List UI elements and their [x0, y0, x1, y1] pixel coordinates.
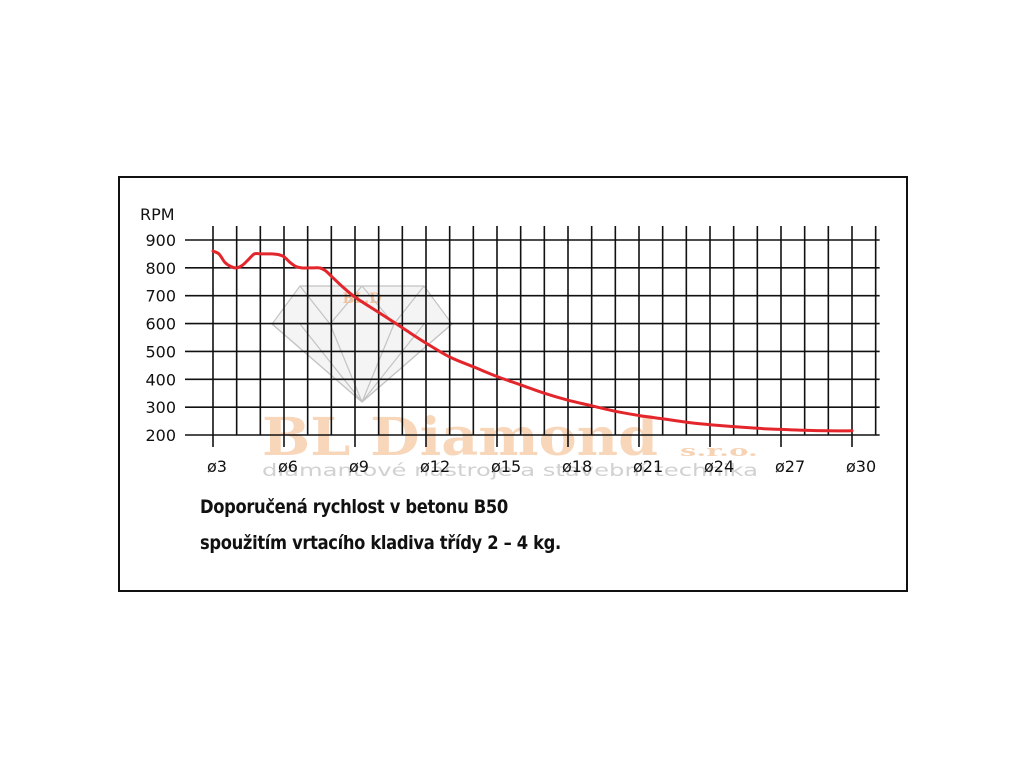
rpm-curve [211, 249, 854, 433]
x-tick-label: ø9 [349, 457, 369, 476]
y-axis-label: RPM [140, 205, 175, 224]
x-tick-label: ø27 [775, 457, 805, 476]
chart-series [211, 249, 854, 433]
y-tick-label: 500 [145, 342, 176, 361]
x-tick-label: ø15 [491, 457, 521, 476]
x-tick-label: ø12 [420, 457, 450, 476]
y-tick-label: 900 [145, 231, 176, 250]
x-tick-label: ø18 [562, 457, 592, 476]
y-tick-label: 300 [145, 398, 176, 417]
caption-line-2: spoužitím vrtacího kladiva třídy 2 – 4 k… [200, 532, 561, 554]
y-tick-label: 200 [145, 426, 176, 445]
diamond-logo-icon [271, 285, 453, 403]
watermark: BL.D BL Diamond s.r.o. diamantové nástro… [262, 285, 758, 481]
x-tick-label: ø3 [207, 457, 227, 476]
x-tick-label: ø6 [278, 457, 298, 476]
watermark-brand: BL Diamond [262, 407, 658, 468]
y-tick-label: 800 [145, 259, 176, 278]
x-tick-label: ø21 [633, 457, 663, 476]
chart-grid [185, 226, 880, 447]
chart-axes: 200 300 400 500 600 700 800 900 ø3 ø6 ø9 ø12 ø15 ø18 ø… [145, 231, 876, 476]
x-tick-label: ø30 [846, 457, 876, 476]
chart-frame [118, 176, 908, 592]
watermark-tagline: diamantové nástroje a stavební technika [262, 461, 758, 481]
caption-line-1: Doporučená rychlost v betonu B50 [200, 496, 508, 518]
watermark-suffix: s.r.o. [680, 442, 758, 460]
x-tick-label: ø24 [704, 457, 734, 476]
y-tick-label: 600 [145, 315, 176, 334]
y-tick-label: 700 [145, 287, 176, 306]
y-tick-label: 400 [145, 370, 176, 389]
